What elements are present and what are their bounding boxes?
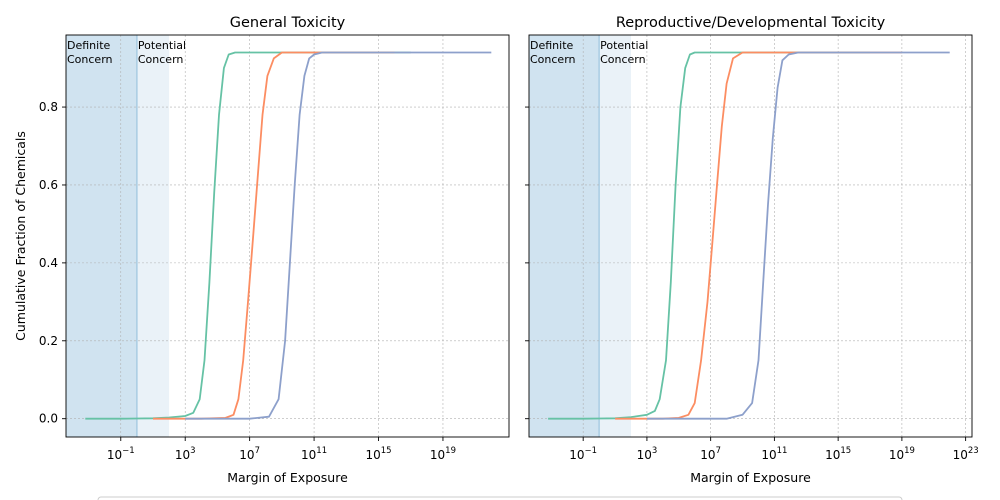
x-tick-label: 10−1 <box>569 446 597 462</box>
region-potential-concern <box>599 35 631 437</box>
x-tick-label: 1011 <box>761 446 787 462</box>
x-tick-label: 1015 <box>365 446 391 462</box>
series-line-3 <box>646 51 950 420</box>
plot-frame <box>528 34 973 438</box>
y-tick-label: 0.2 <box>39 334 58 348</box>
x-tick-label: 1023 <box>953 446 979 462</box>
x-tick-label: 103 <box>175 446 196 462</box>
series-line-2 <box>615 51 902 420</box>
x-tick-label: 107 <box>239 446 260 462</box>
region-potential-concern <box>136 35 170 437</box>
region-definite-concern <box>529 35 600 437</box>
chart-title: Reproductive/Developmental Toxicity <box>616 15 886 31</box>
x-tick-label: 1015 <box>825 446 851 462</box>
y-tick-label: 0.8 <box>39 100 58 114</box>
chart-title: General Toxicity <box>230 15 346 31</box>
x-tick-label: 103 <box>637 446 658 462</box>
series-line-2 <box>153 51 395 420</box>
region-label-potential: Potential Concern <box>600 39 648 66</box>
chart-panel-1: Definite Concern Potential Concern 10−1 103 10… <box>39 15 510 485</box>
x-axis-label: Margin of Exposure <box>227 470 348 485</box>
x-tick-label: 10−1 <box>107 446 135 462</box>
plot-frame <box>65 34 510 438</box>
region-definite-concern <box>66 35 137 437</box>
y-tick-label: 0.0 <box>39 412 58 426</box>
y-tick-label: 0.6 <box>39 178 58 192</box>
x-axis-label: Margin of Exposure <box>690 470 811 485</box>
x-tick-label: 1019 <box>889 446 915 462</box>
x-tick-label: 1019 <box>430 446 456 462</box>
panels: Definite Concern Potential Concern 10−1 103 10… <box>39 15 979 485</box>
region-label-potential: Potential Concern <box>138 39 186 66</box>
x-tick-label: 1011 <box>301 446 327 462</box>
series-line-3 <box>185 51 492 420</box>
x-tick-label: 107 <box>700 446 721 462</box>
chart-panel-2: Definite Concern Potential Concern 10−1 103 10… <box>525 15 979 485</box>
y-axis-label: Cumulative Fraction of Chemicals <box>13 131 28 341</box>
region-label-definite: Definite Concern <box>67 39 113 66</box>
legend-box <box>97 496 903 500</box>
region-label-definite: Definite Concern <box>530 39 576 66</box>
y-tick-label: 0.4 <box>39 256 58 270</box>
